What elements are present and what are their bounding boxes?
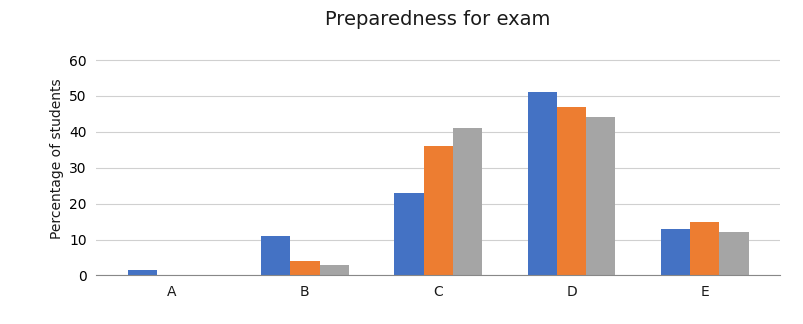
Bar (527, 92, 556, 275)
Bar (319, 265, 349, 275)
Bar (260, 236, 290, 275)
Title: Preparedness for exam: Preparedness for exam (325, 10, 550, 29)
Bar (290, 261, 319, 275)
Bar (556, 107, 585, 275)
Bar (423, 146, 452, 275)
Bar (585, 118, 615, 275)
Bar (393, 193, 423, 275)
Bar (128, 270, 157, 275)
Bar (452, 128, 482, 275)
Bar (689, 222, 719, 275)
Bar (719, 232, 748, 275)
Bar (660, 229, 689, 275)
Y-axis label: Percentage of students: Percentage of students (50, 78, 63, 239)
